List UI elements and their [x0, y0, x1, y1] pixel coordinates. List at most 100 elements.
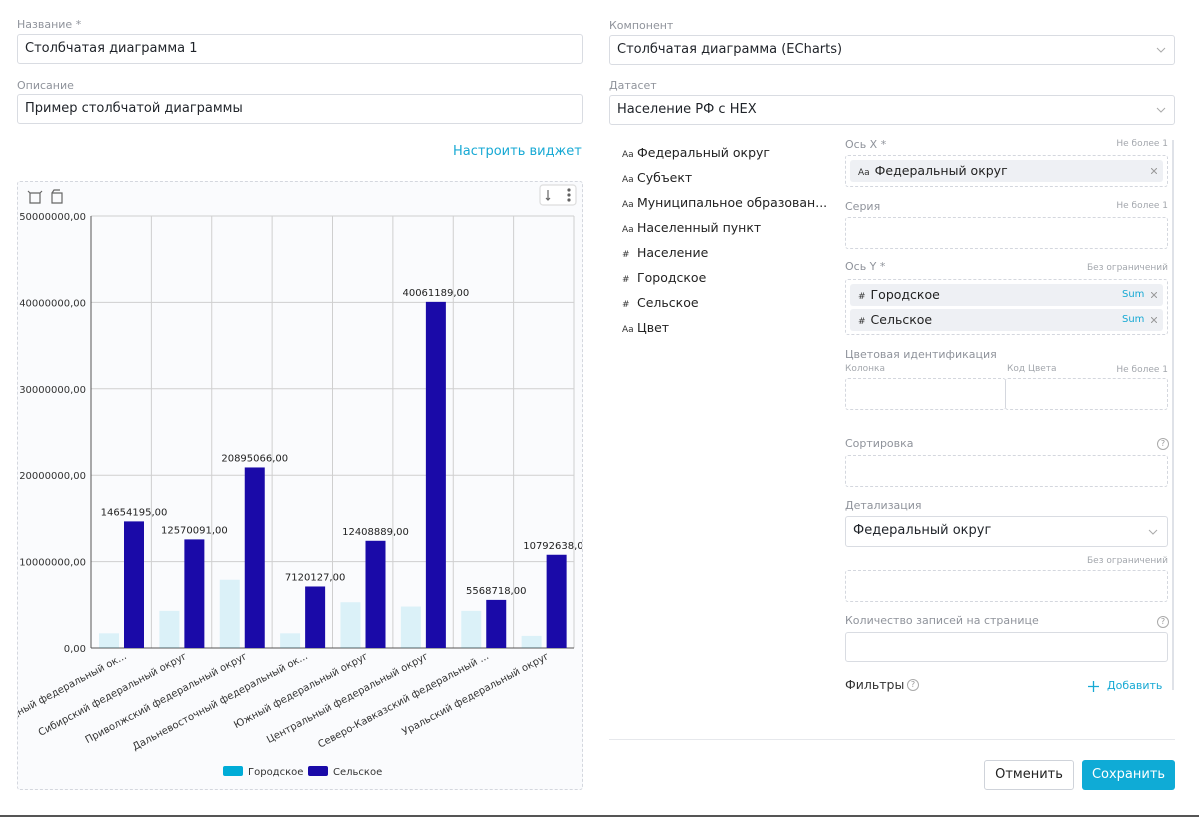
- field-label: Название *: [17, 18, 82, 31]
- section-label: Ось Y *: [845, 260, 886, 273]
- chip-icon: #: [858, 292, 866, 302]
- chevron: [1156, 107, 1166, 113]
- y-tick-label: 10000000,00: [19, 558, 86, 569]
- scrollbar[interactable]: [1172, 140, 1174, 690]
- section-label: Сортировка: [845, 437, 914, 450]
- divider: [609, 739, 1175, 740]
- value-label: 5568718,00: [466, 586, 526, 597]
- field-icon: #: [622, 250, 630, 260]
- section-label: Цветовая идентификация: [845, 348, 997, 361]
- chevron: [1148, 529, 1158, 535]
- plus-icon[interactable]: [1088, 681, 1099, 692]
- field-name: Цвет: [637, 320, 670, 335]
- bar: [219, 579, 240, 648]
- aggregation[interactable]: Sum: [1122, 314, 1145, 325]
- description-input[interactable]: Пример столбчатой диаграммы: [17, 94, 583, 124]
- field-icon: Aa: [622, 325, 634, 335]
- bar: [486, 599, 507, 648]
- field-item[interactable]: Aa Населенный пункт: [622, 220, 761, 235]
- remove[interactable]: [1151, 168, 1157, 174]
- chip-text: Сельское: [870, 312, 933, 327]
- value-label: 20895066,00: [221, 453, 288, 464]
- field-icon: #: [622, 300, 630, 310]
- help-icon[interactable]: ?: [1157, 616, 1169, 628]
- field-name: Субъект: [637, 170, 693, 185]
- section-label: Фильтры: [845, 677, 905, 692]
- sub-label: Код Цвета: [1007, 364, 1057, 374]
- field-icon: Aa: [622, 200, 634, 210]
- section-label: Ось X *: [845, 138, 887, 151]
- help-icon[interactable]: ?: [907, 679, 919, 691]
- configure-link[interactable]: Настроить виджет: [453, 144, 582, 159]
- legend-label: Городское: [248, 767, 303, 778]
- bar: [340, 602, 361, 648]
- drop-zone[interactable]: [845, 455, 1168, 487]
- remove[interactable]: [1151, 317, 1157, 323]
- y-tick-label: 30000000,00: [19, 385, 86, 396]
- value-label: 12408889,00: [342, 527, 409, 538]
- field-name: Население: [637, 245, 709, 260]
- bar: [184, 539, 205, 648]
- field-name: Федеральный округ: [637, 145, 770, 160]
- field-item[interactable]: Aa Муниципальное образован...: [622, 195, 827, 210]
- drop-zone[interactable]: [845, 378, 1006, 410]
- section-label: Количество записей на странице: [845, 614, 1039, 627]
- component-select[interactable]: Столбчатая диаграмма (ECharts): [609, 35, 1175, 65]
- dataset-select[interactable]: Население РФ с HEX: [609, 95, 1175, 125]
- chip[interactable]: # Городское Sum: [850, 284, 1163, 306]
- y-tick-label: 0,00: [64, 644, 86, 655]
- field-label: Описание: [17, 79, 74, 92]
- limit: Без ограничений: [1087, 263, 1168, 273]
- input-value: Федеральный округ: [853, 523, 992, 538]
- cancel-button[interactable]: Отменить: [984, 760, 1074, 790]
- remove[interactable]: [1151, 292, 1157, 298]
- chip[interactable]: # Сельское Sum: [850, 309, 1163, 331]
- limit: Не более 1: [1116, 139, 1168, 149]
- input-value: Население РФ с HEX: [617, 102, 757, 117]
- name-input[interactable]: Столбчатая диаграмма 1: [17, 34, 583, 64]
- field-item[interactable]: # Сельское: [622, 295, 699, 310]
- bar: [99, 633, 119, 648]
- x-tick-label: Северо-Западный федеральный ок...: [18, 651, 129, 753]
- help-icon[interactable]: ?: [1157, 438, 1169, 450]
- field-label: Компонент: [609, 19, 674, 32]
- field-icon: Aa: [622, 225, 634, 235]
- bar: [159, 610, 180, 648]
- field-item[interactable]: Aa Цвет: [622, 320, 669, 335]
- add-filter[interactable]: Добавить: [1107, 679, 1163, 692]
- value-label: 14654195,00: [101, 507, 168, 518]
- drop-zone[interactable]: [1005, 378, 1168, 410]
- drop-zone[interactable]: Aa Федеральный округ: [845, 155, 1168, 187]
- value-label: 12570091,00: [161, 525, 228, 536]
- chevron: [1156, 47, 1166, 53]
- page-size-input[interactable]: [845, 632, 1168, 662]
- drop-zone[interactable]: [845, 570, 1168, 602]
- limit: Без ограничений: [1087, 556, 1168, 566]
- chip[interactable]: Aa Федеральный округ: [850, 160, 1163, 182]
- bottom-border: [0, 815, 1199, 817]
- field-icon: Aa: [622, 175, 634, 185]
- bar: [546, 554, 567, 648]
- input-value: Столбчатая диаграмма (ECharts): [617, 42, 843, 57]
- drop-zone[interactable]: [845, 217, 1168, 249]
- bar: [425, 301, 446, 648]
- drop-zone[interactable]: # Городское Sum # Сельское Sum: [845, 279, 1168, 335]
- chip-text: Федеральный округ: [874, 163, 1008, 178]
- field-item[interactable]: # Население: [622, 245, 708, 260]
- detail-select[interactable]: Федеральный округ: [845, 516, 1168, 547]
- field-item[interactable]: Aa Федеральный округ: [622, 145, 770, 160]
- field-label: Датасет: [609, 79, 657, 92]
- field-item[interactable]: Aa Субъект: [622, 170, 692, 185]
- bar: [461, 610, 482, 648]
- save-button[interactable]: Сохранить: [1082, 760, 1175, 790]
- y-tick-label: 50000000,00: [19, 212, 86, 223]
- chart-panel: 0,00 10000000,00 20000000,00 30000000,00 400…: [17, 181, 583, 790]
- bar: [244, 467, 265, 648]
- legend-label: Сельское: [333, 767, 382, 778]
- toolbar[interactable]: [27, 184, 577, 206]
- chart: 0,00 10000000,00 20000000,00 30000000,00 400…: [18, 184, 582, 778]
- aggregation[interactable]: Sum: [1122, 289, 1145, 300]
- field-name: Муниципальное образован...: [637, 195, 828, 210]
- field-item[interactable]: # Городское: [622, 270, 706, 285]
- legend-swatch: [308, 766, 328, 776]
